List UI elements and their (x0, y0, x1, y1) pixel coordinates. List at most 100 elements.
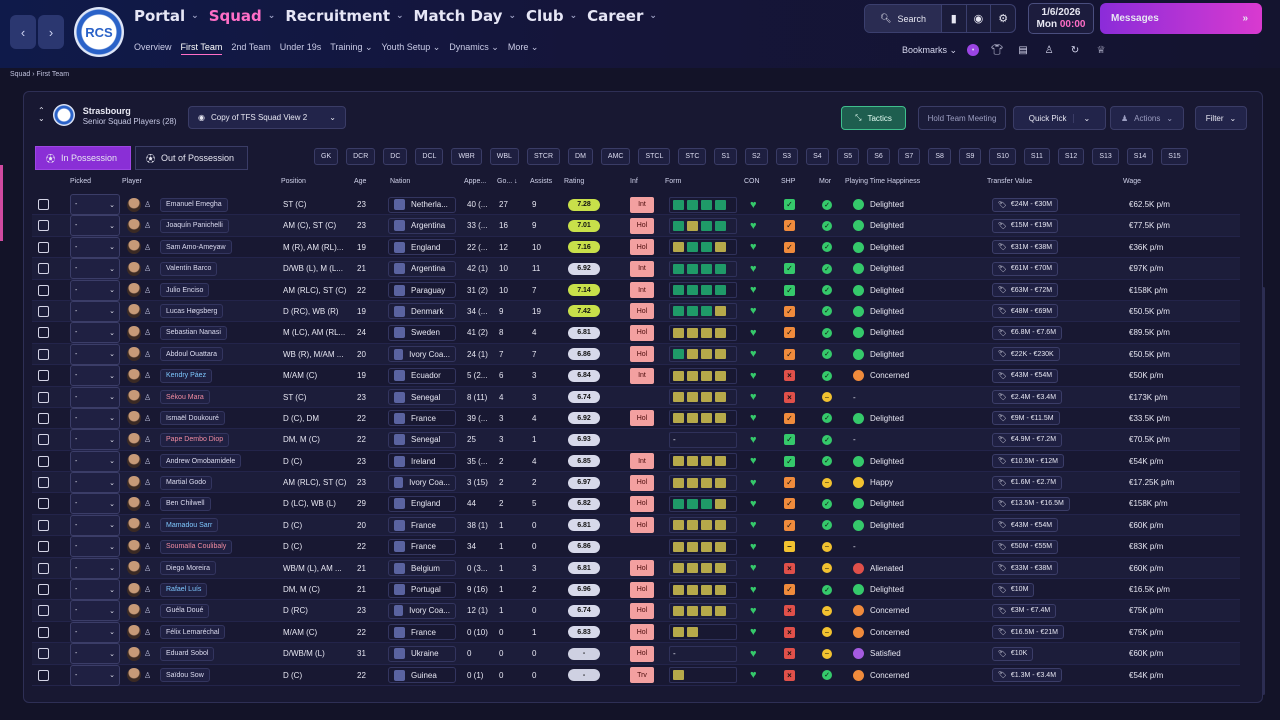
picked-dropdown[interactable]: - ⌄ (70, 215, 120, 237)
select-checkbox[interactable] (38, 472, 52, 493)
table-row[interactable]: - ⌄ ♙ Pape Dembo Diop DM, M (C) 22 Senegal 25 3 1… (32, 429, 1240, 451)
checkbox[interactable] (38, 498, 49, 510)
checkbox[interactable] (38, 391, 49, 403)
checkbox[interactable] (38, 348, 49, 360)
picked-select[interactable]: - ⌄ (70, 258, 124, 280)
sort-desc-icon[interactable]: ↓ (514, 178, 518, 185)
player-name[interactable]: Saïdou Sow (160, 668, 210, 683)
checkbox[interactable] (38, 327, 49, 339)
club-name[interactable]: Strasbourg (82, 105, 131, 116)
position-filter-stcr[interactable]: STCR (526, 148, 561, 165)
table-row[interactable]: - ⌄ ♙ Rafael Luís DM, M (C) 21 Portugal 9 (16) 1… (32, 579, 1240, 601)
transfer-value-cell[interactable]: 🏷︎ €24M - €30M (992, 194, 1102, 215)
picked-select[interactable]: - ⌄ (70, 514, 124, 536)
player-name[interactable]: Sebastian Nanasi (160, 325, 227, 340)
table-row[interactable]: - ⌄ ♙ Andrew Omobamidele D (C) 23 Ireland 35 (.… (32, 450, 1240, 473)
transfer-value[interactable]: 🏷︎ €1.6M - €2.7M (992, 475, 1063, 490)
sub-nav-item[interactable]: 2nd Team (231, 42, 271, 52)
position-filter-s9[interactable]: S9 (958, 148, 982, 165)
checkbox[interactable] (38, 241, 49, 253)
picked-dropdown[interactable]: - ⌄ (70, 429, 120, 451)
checkbox[interactable] (38, 305, 49, 317)
nation-box[interactable]: Denmark (388, 303, 456, 320)
player-name-cell[interactable]: Sékou Mara (160, 387, 284, 408)
transfer-value-cell[interactable]: 🏷︎ €48M - €69M (992, 301, 1102, 322)
player-nation[interactable]: Ireland (388, 451, 464, 472)
transfer-value[interactable]: 🏷︎ €43M - €54M (992, 368, 1059, 383)
position-filter-gk[interactable]: GK (314, 148, 339, 165)
picked-dropdown[interactable]: - ⌄ (70, 557, 120, 579)
player-name-cell[interactable]: Diego Moreira (160, 558, 284, 579)
checkbox[interactable] (38, 648, 49, 660)
player-name[interactable]: Julio Enciso (160, 283, 210, 298)
checkbox[interactable] (38, 541, 49, 553)
picked-select[interactable]: - ⌄ (70, 279, 124, 301)
transfer-value[interactable]: 🏷︎ €1.3M - €3.4M (992, 668, 1063, 683)
picked-dropdown[interactable]: - ⌄ (70, 258, 120, 280)
transfer-value[interactable]: 🏷︎ €24M - €30M (992, 197, 1059, 212)
transfer-value[interactable]: 🏷︎ €10.5M - €12M (992, 454, 1064, 469)
player-name-cell[interactable]: Mamadou Sarr (160, 515, 284, 536)
player-name-cell[interactable]: Julio Enciso (160, 280, 284, 301)
team-meeting-button[interactable]: Hold Team Meeting (918, 106, 1006, 130)
view-selector[interactable]: ◉ Copy of TFS Squad View 2 ⌄ (188, 106, 346, 129)
position-filter-dcr[interactable]: DCR (346, 148, 376, 165)
select-checkbox[interactable] (38, 365, 52, 386)
player-name-cell[interactable]: Soumaïla Coulibaly (160, 536, 284, 557)
select-checkbox[interactable] (38, 536, 52, 557)
tab-in-possession[interactable]: ⚽︎ In Possession (35, 146, 131, 170)
picked-dropdown[interactable]: - ⌄ (70, 450, 120, 472)
position-filter-s7[interactable]: S7 (897, 148, 921, 165)
table-row[interactable]: - ⌄ ♙ Eduard Sobol D/WB/M (L) 31 Ukraine 0 0 0- Ho… (32, 643, 1240, 665)
nation-box[interactable]: Ireland (388, 453, 456, 470)
checkbox[interactable] (38, 412, 49, 424)
player-name-cell[interactable]: Eduard Sobol (160, 643, 284, 664)
transfer-value-cell[interactable]: 🏷︎ €33M - €38M (992, 558, 1102, 579)
transfer-value-cell[interactable]: 🏷︎ €10M (992, 579, 1102, 600)
table-row[interactable]: - ⌄ ♙ Abdoul Ouattara WB (R), M/AM ... 20 Ivor… (32, 343, 1240, 366)
player-name-cell[interactable]: Saïdou Sow (160, 665, 284, 686)
picked-select[interactable]: - ⌄ (70, 386, 124, 408)
player-name-cell[interactable]: Abdoul Ouattara (160, 344, 284, 365)
transfer-value[interactable]: 🏷︎ €22K - €230K (992, 347, 1060, 362)
player-name[interactable]: Eduard Sobol (160, 646, 215, 661)
player-name-cell[interactable]: Félix Lemaréchal (160, 622, 284, 643)
picked-select[interactable]: - ⌄ (70, 579, 124, 601)
picked-select[interactable]: - ⌄ (70, 472, 124, 494)
picked-select[interactable]: - ⌄ (70, 493, 124, 515)
position-filter-wbl[interactable]: WBL (489, 148, 519, 165)
player-name[interactable]: Soumaïla Coulibaly (160, 539, 233, 554)
club-crest[interactable]: RCS (74, 7, 124, 57)
transfer-value-cell[interactable]: 🏷︎ €15M - €19M (992, 215, 1102, 236)
table-row[interactable]: - ⌄ ♙ Sékou Mara ST (C) 23 Senegal 8 (11) 4 3 6.74… (32, 386, 1240, 408)
position-filter-dc[interactable]: DC (383, 148, 408, 165)
player-name[interactable]: Lucas Høgsberg (160, 304, 224, 319)
table-row[interactable]: - ⌄ ♙ Kendry Páez M/AM (C) 19 Ecuador 5 (2... 6 3… (32, 365, 1240, 387)
transfer-value-cell[interactable]: 🏷︎ €61M - €70M (992, 258, 1102, 279)
table-row[interactable]: - ⌄ ♙ Diego Moreira WB/M (L), AM ... 21 Belgiu… (32, 557, 1240, 580)
position-filter-s4[interactable]: S4 (806, 148, 829, 165)
main-nav-squad[interactable]: Squad ⌄ (209, 7, 276, 25)
picked-select[interactable]: - ⌄ (70, 621, 124, 643)
picked-dropdown[interactable]: - ⌄ (70, 643, 120, 665)
player-name[interactable]: Martial Godo (160, 475, 213, 490)
checkbox[interactable] (38, 284, 49, 296)
position-filter-s14[interactable]: S14 (1126, 148, 1154, 165)
header-inf[interactable]: Inf (630, 178, 638, 185)
date-continue[interactable]: 1/6/2026 Mon 00:00 (1028, 3, 1094, 34)
checkbox[interactable] (38, 199, 49, 210)
transfer-value-cell[interactable]: 🏷︎ €9M - €11.5M (992, 408, 1102, 429)
position-filter-wbr[interactable]: WBR (451, 148, 482, 165)
nation-box[interactable]: Guinea (388, 667, 456, 684)
select-checkbox[interactable] (38, 237, 52, 258)
header-picked[interactable]: Picked (70, 178, 92, 185)
nation-box[interactable]: Ecuador (388, 367, 456, 384)
transfer-value[interactable]: 🏷︎ €50M - €55M (992, 539, 1059, 554)
transfer-value-cell[interactable]: 🏷︎ €10.5M - €12M (992, 451, 1102, 472)
sub-nav-item[interactable]: First Team (180, 42, 223, 55)
sub-nav-item[interactable]: Under 19s (279, 42, 322, 52)
select-checkbox[interactable] (38, 322, 52, 343)
transfer-value[interactable]: 🏷︎ €2.4M - €3.4M (992, 390, 1063, 405)
transfer-value-cell[interactable]: 🏷︎ €50M - €55M (992, 536, 1102, 557)
player-nation[interactable]: Denmark (388, 301, 464, 322)
